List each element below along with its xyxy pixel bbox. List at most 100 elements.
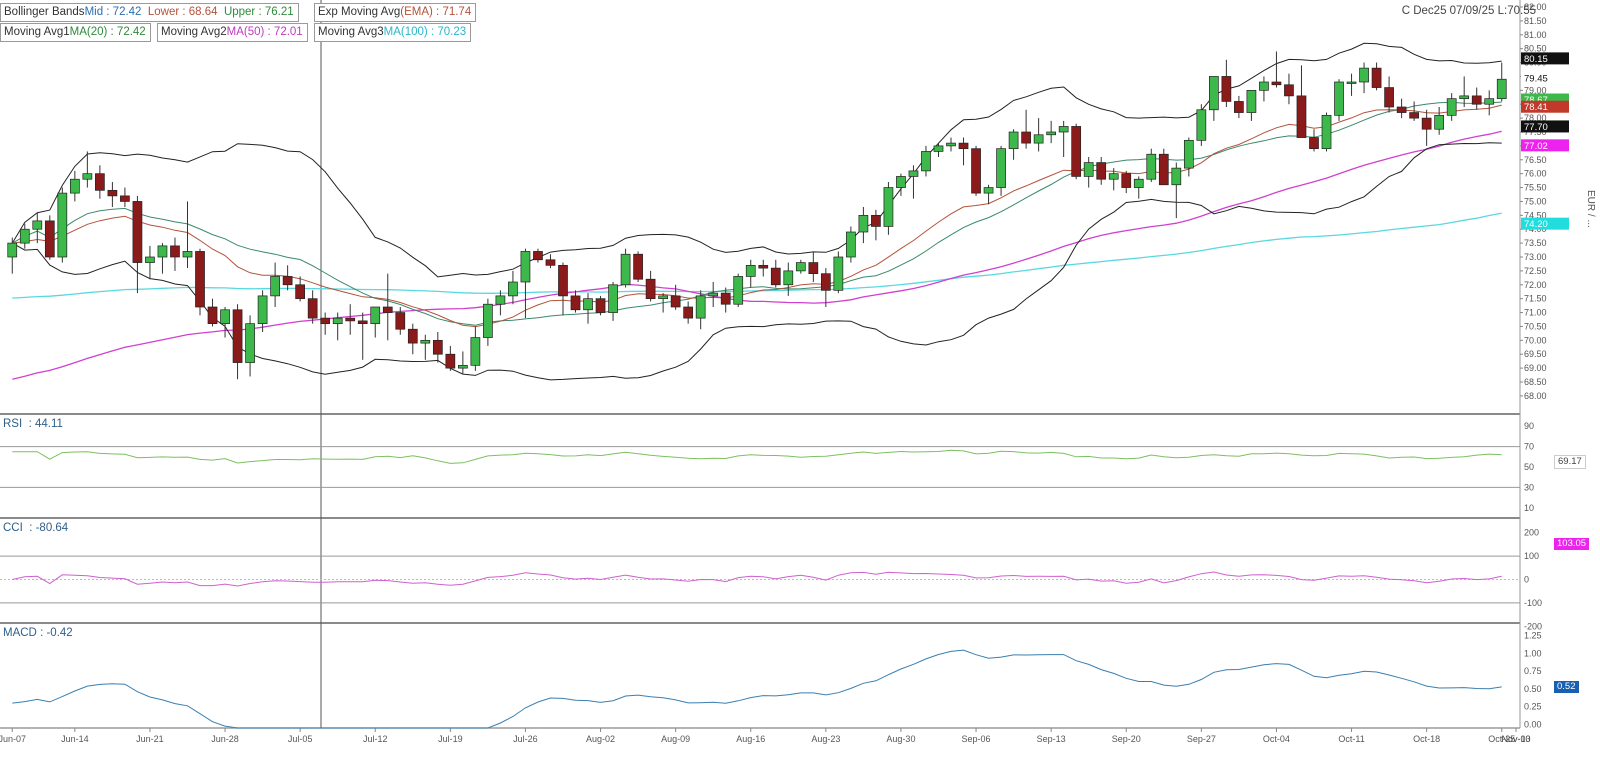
y-tick-label: 80.50: [1524, 44, 1547, 54]
candle-down: [1409, 112, 1419, 119]
y-tick-label: 71.00: [1524, 308, 1547, 318]
legend-ma1: Moving Avg1MA(20) : 72.42: [0, 23, 151, 42]
ma50-line: [12, 130, 1502, 380]
candle-down: [1384, 87, 1394, 108]
candle-up: [1209, 76, 1219, 111]
candle-up: [908, 170, 919, 177]
candle-up: [933, 145, 944, 152]
macd-label-name: MACD: [3, 627, 37, 639]
candle-up: [220, 309, 230, 325]
candle-up: [1246, 89, 1257, 113]
rsi-label: RSI : 44.11: [3, 418, 63, 430]
macd-tick-label: 0.50: [1524, 684, 1542, 694]
candle-down: [871, 214, 881, 227]
candle-up: [370, 306, 381, 325]
candle-down: [95, 173, 105, 191]
candle-up: [1359, 67, 1369, 83]
candle-up: [1334, 81, 1344, 116]
candle-down: [1158, 153, 1169, 186]
candle-down: [808, 262, 819, 275]
legend-bollinger-mid: Mid : 72.42: [84, 6, 142, 18]
candle-down: [1221, 76, 1232, 102]
price-tag: [1521, 120, 1569, 133]
candle-down: [1396, 106, 1407, 113]
rsi-label-name: RSI: [3, 418, 23, 430]
candle-down: [1271, 81, 1282, 86]
x-tick-label: Sep-06: [962, 734, 991, 744]
x-tick-label: Oct-18: [1413, 734, 1440, 744]
x-tick-label: Jul-12: [363, 734, 388, 744]
candle-up: [1346, 81, 1357, 84]
candle-down: [558, 264, 568, 297]
bollinger-lower-line: [12, 142, 1502, 381]
candle-up: [7, 242, 18, 258]
candle-up: [420, 339, 431, 344]
candle-up: [245, 323, 255, 363]
legend-bollinger-lower: Lower : 68.64: [147, 6, 218, 18]
candle-up: [583, 298, 593, 311]
y-tick-label: 74.50: [1524, 210, 1547, 220]
candle-down: [395, 312, 406, 330]
y-tick-label: 69.00: [1524, 363, 1547, 373]
legend-ma3-param: MA(100): [383, 26, 428, 38]
x-tick-label: Jun-21: [136, 734, 164, 744]
candle-down: [645, 278, 656, 300]
candle-down: [295, 284, 305, 300]
candle-up: [1033, 134, 1044, 144]
candle-down: [107, 189, 118, 197]
candle-down: [1421, 117, 1432, 130]
candle-up: [1484, 98, 1495, 105]
candle-up: [1046, 131, 1056, 136]
x-tick-label: Aug-30: [886, 734, 915, 744]
candle-down: [1471, 95, 1482, 105]
x-tick-label: Aug-23: [811, 734, 840, 744]
candle-up: [1008, 131, 1019, 150]
candle-down: [570, 295, 581, 311]
price-tag: [1521, 139, 1569, 152]
ma20-line: [12, 101, 1502, 326]
cci-tick-label: 200: [1524, 528, 1539, 538]
candle-down: [432, 339, 443, 355]
candle-down: [170, 245, 180, 258]
candle-down: [720, 292, 731, 305]
pane-bg-0: [0, 0, 1520, 414]
candle-down: [1371, 67, 1382, 88]
cci-tick-label: 100: [1524, 551, 1539, 561]
rsi-tick-label: 70: [1524, 442, 1534, 452]
candle-down: [683, 306, 694, 319]
candle-up: [32, 220, 43, 230]
candle-down: [207, 306, 218, 325]
price-tag-text: 77.70: [1524, 122, 1548, 133]
candle-down: [820, 273, 831, 291]
cci-label-value: : -80.64: [29, 522, 69, 534]
rsi-tick-label: 50: [1524, 462, 1534, 472]
candle-down: [320, 317, 331, 325]
candle-up: [921, 151, 931, 172]
candle-down: [1021, 131, 1031, 144]
cci-label: CCI : -80.64: [3, 522, 68, 534]
x-tick-label: Jul-05: [288, 734, 313, 744]
x-tick-label: Nov-03: [1501, 734, 1530, 744]
legend-ema-param: (EMA): [400, 6, 433, 18]
legend-ma2-value: : 72.01: [264, 26, 303, 38]
price-tag-text: 78.67: [1524, 95, 1548, 106]
candle-down: [282, 276, 293, 286]
candle-up: [157, 245, 168, 258]
candle-up: [795, 262, 806, 272]
rsi-label-value: : 44.11: [28, 418, 63, 430]
candle-down: [545, 259, 556, 266]
pane-bg-2: [0, 520, 1520, 623]
candle-down: [758, 264, 769, 269]
legend-ma1-name: Moving Avg1: [4, 26, 70, 38]
candle-up: [1321, 114, 1332, 150]
candle-down: [195, 251, 205, 308]
candle-up: [745, 264, 756, 277]
macd-tick-label: 1.25: [1524, 631, 1542, 641]
candle-up: [1446, 98, 1457, 116]
cci-tick-label: 0: [1524, 575, 1529, 585]
candle-up: [708, 292, 719, 297]
bollinger-upper-line: [11, 42, 1502, 278]
x-tick-label: Aug-02: [586, 734, 615, 744]
